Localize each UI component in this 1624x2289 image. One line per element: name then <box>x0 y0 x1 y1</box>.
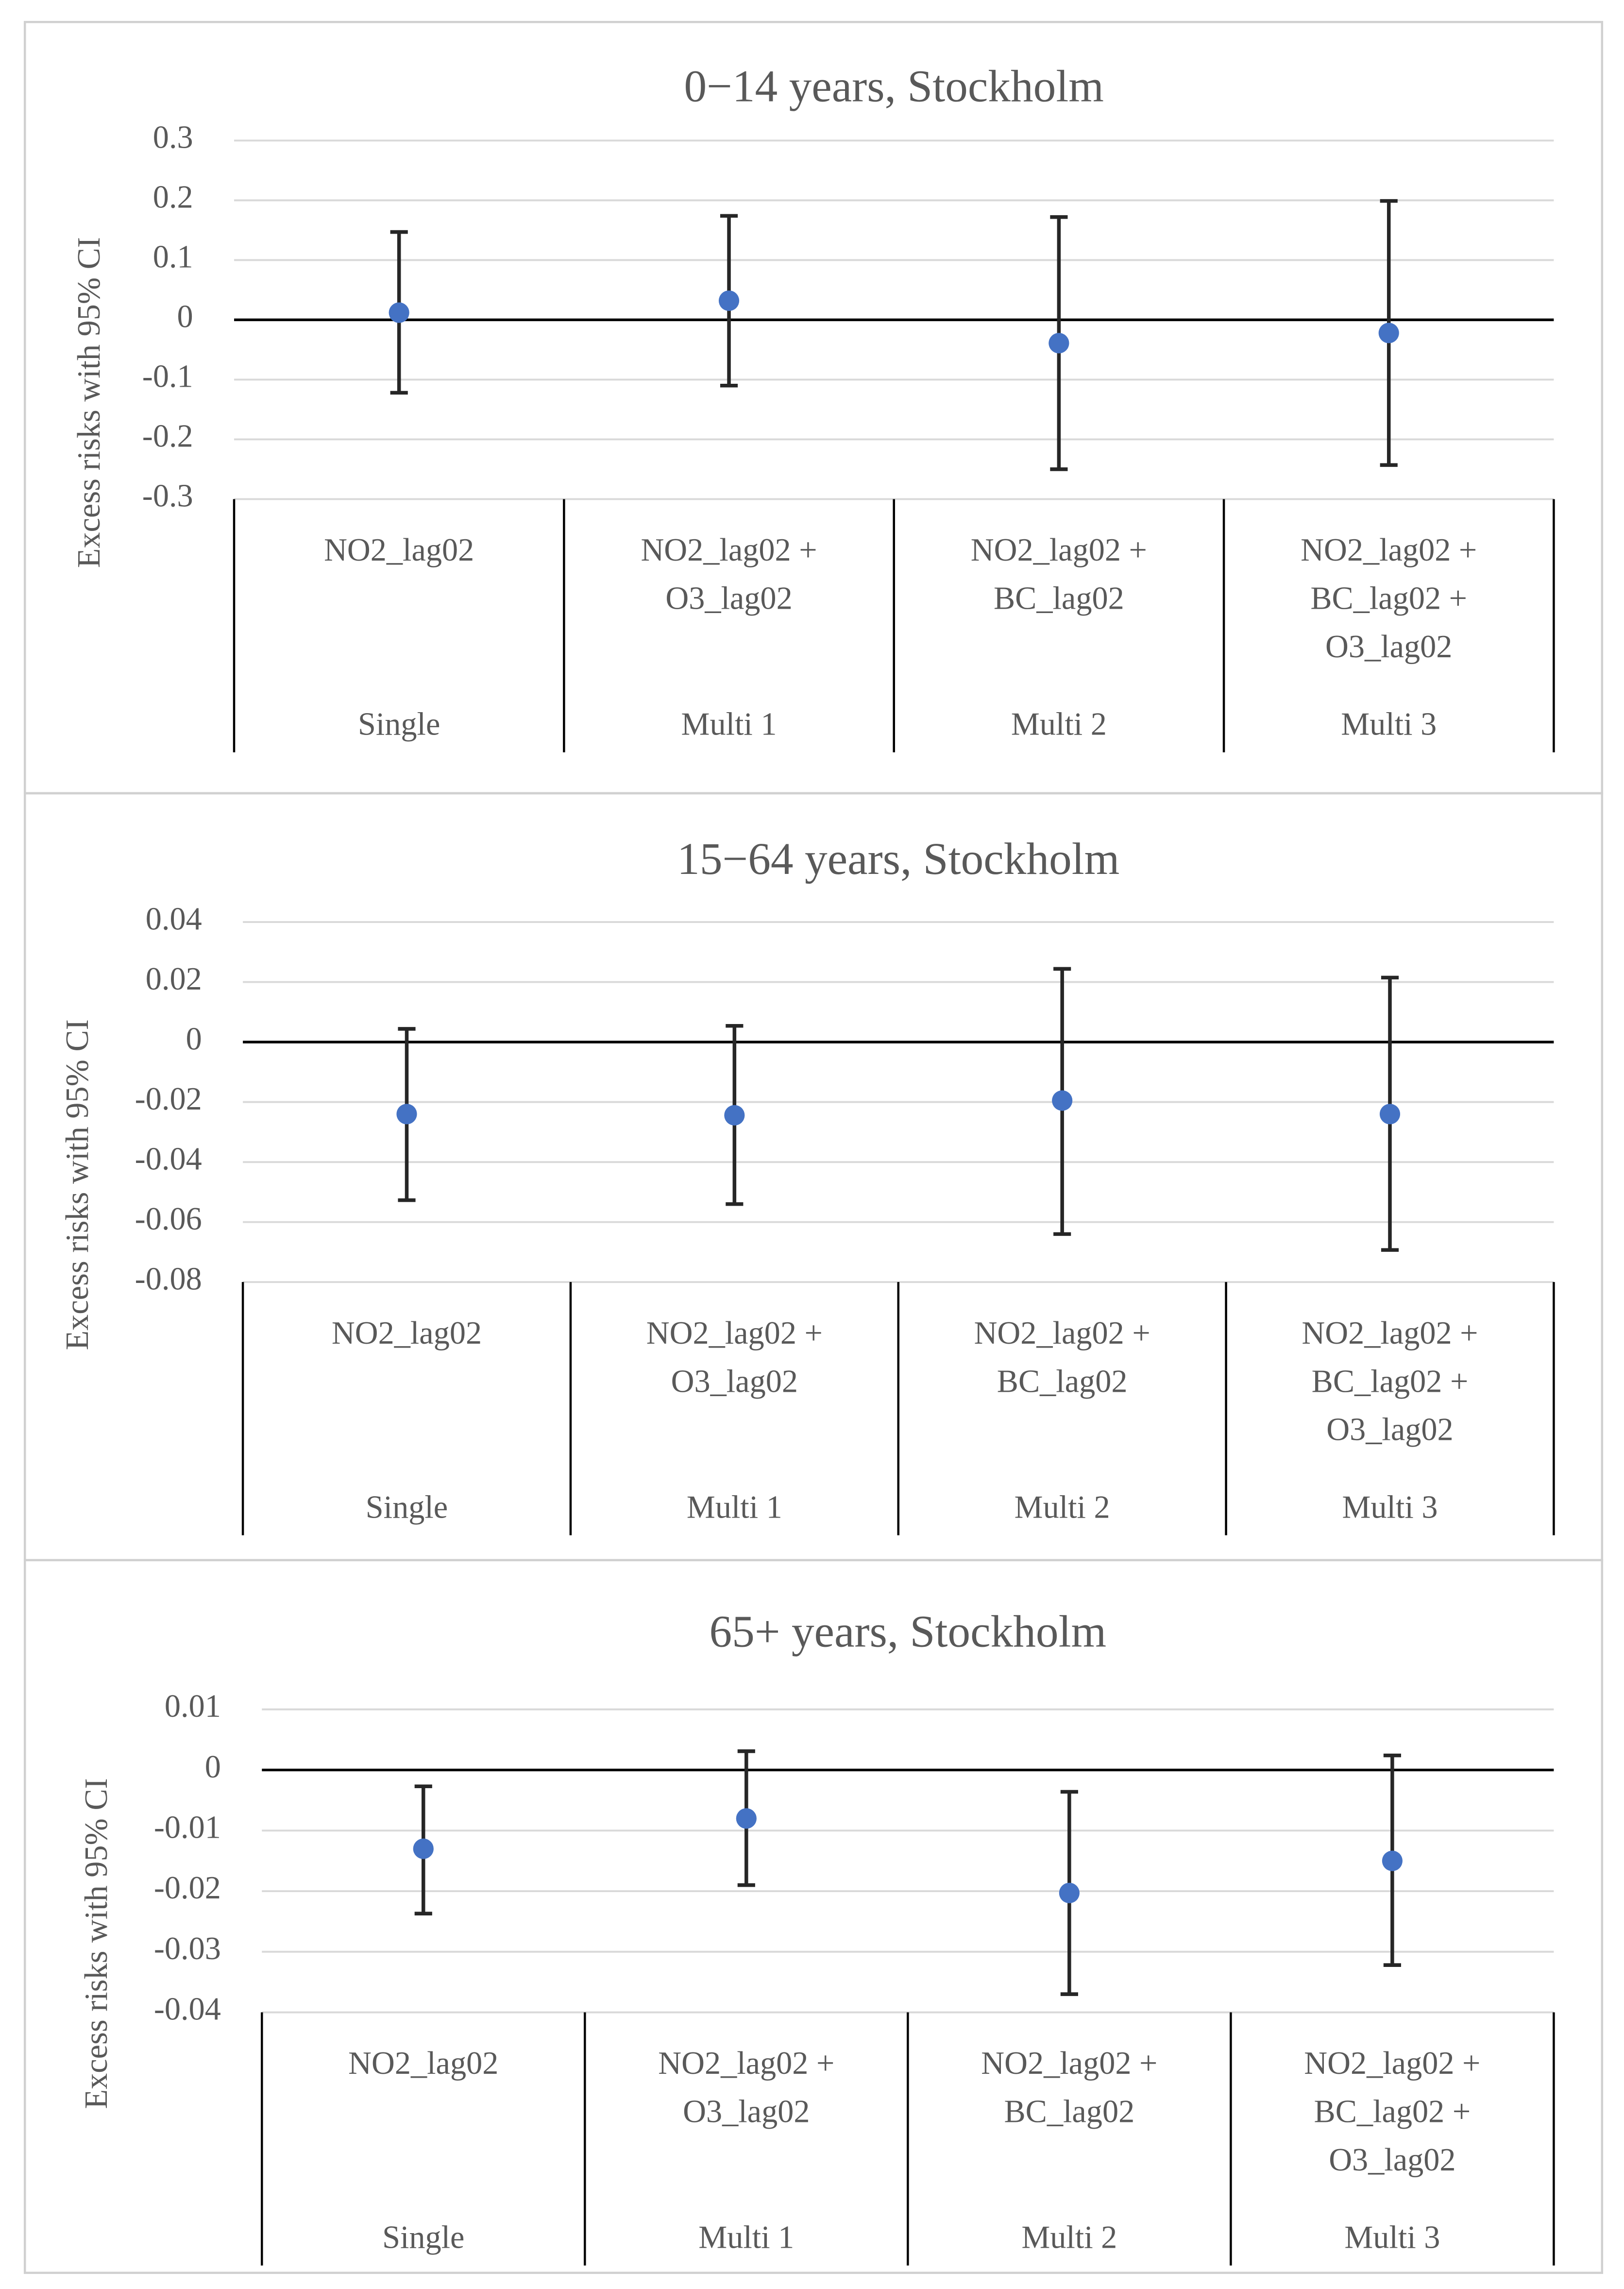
x-tick-label: BC_lag02 + <box>1310 581 1467 616</box>
point <box>396 1104 417 1125</box>
x-tick-label: NO2_lag02 <box>348 2046 498 2081</box>
y-tick-label: -0.08 <box>135 1261 202 1297</box>
y-tick-label: -0.1 <box>142 359 193 394</box>
point <box>718 290 740 311</box>
y-tick-label: -0.04 <box>154 1992 221 2027</box>
group-label: Multi 1 <box>681 707 777 742</box>
y-tick-label: -0.03 <box>154 1931 221 1966</box>
panel-border <box>23 1559 1604 2274</box>
y-tick-label: -0.06 <box>135 1201 202 1237</box>
y-tick-label: 0.1 <box>153 239 193 275</box>
x-tick-label: NO2_lag02 <box>324 532 474 568</box>
chart-title: 0−14 years, Stockholm <box>684 61 1104 111</box>
x-tick-label: BC_lag02 <box>1004 2094 1134 2130</box>
group-label: Single <box>366 1489 448 1525</box>
point <box>1379 1104 1401 1125</box>
x-tick-label: NO2_lag02 + <box>974 1315 1150 1351</box>
point <box>736 1808 757 1829</box>
x-tick-label: O3_lag02 <box>665 581 792 616</box>
y-tick-label: -0.01 <box>154 1810 221 1845</box>
panel-border <box>23 21 1604 795</box>
x-tick-label: BC_lag02 + <box>1314 2094 1471 2130</box>
x-tick-label: NO2_lag02 + <box>641 532 817 568</box>
group-label: Single <box>382 2220 464 2255</box>
x-tick-label: BC_lag02 + <box>1312 1364 1469 1399</box>
chart-title: 15−64 years, Stockholm <box>677 834 1119 884</box>
y-tick-label: -0.02 <box>135 1081 202 1117</box>
y-tick-label: 0 <box>177 299 193 335</box>
y-tick-label: 0.01 <box>165 1689 221 1724</box>
x-tick-label: NO2_lag02 + <box>646 1315 823 1351</box>
point <box>1052 1090 1073 1111</box>
group-label: Multi 3 <box>1344 2220 1440 2255</box>
group-label: Multi 2 <box>1021 2220 1117 2255</box>
y-tick-label: -0.2 <box>142 419 193 454</box>
y-tick-label: 0.2 <box>153 180 193 215</box>
point <box>1382 1850 1403 1871</box>
group-label: Multi 1 <box>687 1489 782 1525</box>
group-label: Multi 2 <box>1011 707 1107 742</box>
y-tick-label: -0.04 <box>135 1141 202 1177</box>
chart-title: 65+ years, Stockholm <box>709 1607 1106 1657</box>
group-label: Multi 1 <box>698 2220 794 2255</box>
x-tick-label: BC_lag02 <box>994 581 1124 616</box>
x-tick-label: NO2_lag02 + <box>1302 1315 1478 1351</box>
x-tick-label: NO2_lag02 + <box>1304 2046 1480 2081</box>
x-tick-label: NO2_lag02 + <box>658 2046 834 2081</box>
x-tick-label: O3_lag02 <box>1329 2142 1455 2178</box>
x-tick-label: NO2_lag02 + <box>971 532 1147 568</box>
group-label: Multi 3 <box>1342 1489 1438 1525</box>
y-tick-label: 0.02 <box>146 961 202 997</box>
point <box>389 302 409 323</box>
y-tick-label: 0 <box>186 1021 202 1057</box>
point <box>724 1105 745 1126</box>
y-tick-label: 0.3 <box>153 120 193 155</box>
y-axis-label: Excess risks with 95% CI <box>71 237 107 568</box>
x-tick-label: O3_lag02 <box>1325 629 1452 665</box>
x-tick-label: NO2_lag02 + <box>981 2046 1157 2081</box>
y-tick-label: 0 <box>205 1749 221 1785</box>
y-tick-label: 0.04 <box>146 901 202 937</box>
y-axis-label: Excess risks with 95% CI <box>79 1778 114 2109</box>
x-tick-label: NO2_lag02 <box>332 1315 482 1351</box>
x-tick-label: BC_lag02 <box>997 1364 1128 1399</box>
point <box>1378 323 1399 343</box>
point <box>413 1838 434 1859</box>
y-tick-label: -0.3 <box>142 478 193 514</box>
x-tick-label: O3_lag02 <box>683 2094 810 2130</box>
y-axis-label: Excess risks with 95% CI <box>60 1019 95 1350</box>
point <box>1059 1882 1080 1903</box>
y-tick-label: -0.02 <box>154 1870 221 1906</box>
point <box>1049 333 1069 354</box>
x-tick-label: O3_lag02 <box>671 1364 798 1399</box>
x-tick-label: NO2_lag02 + <box>1301 532 1477 568</box>
group-label: Single <box>358 707 440 742</box>
x-tick-label: O3_lag02 <box>1326 1412 1453 1448</box>
group-label: Multi 2 <box>1015 1489 1110 1525</box>
group-label: Multi 3 <box>1341 707 1437 742</box>
